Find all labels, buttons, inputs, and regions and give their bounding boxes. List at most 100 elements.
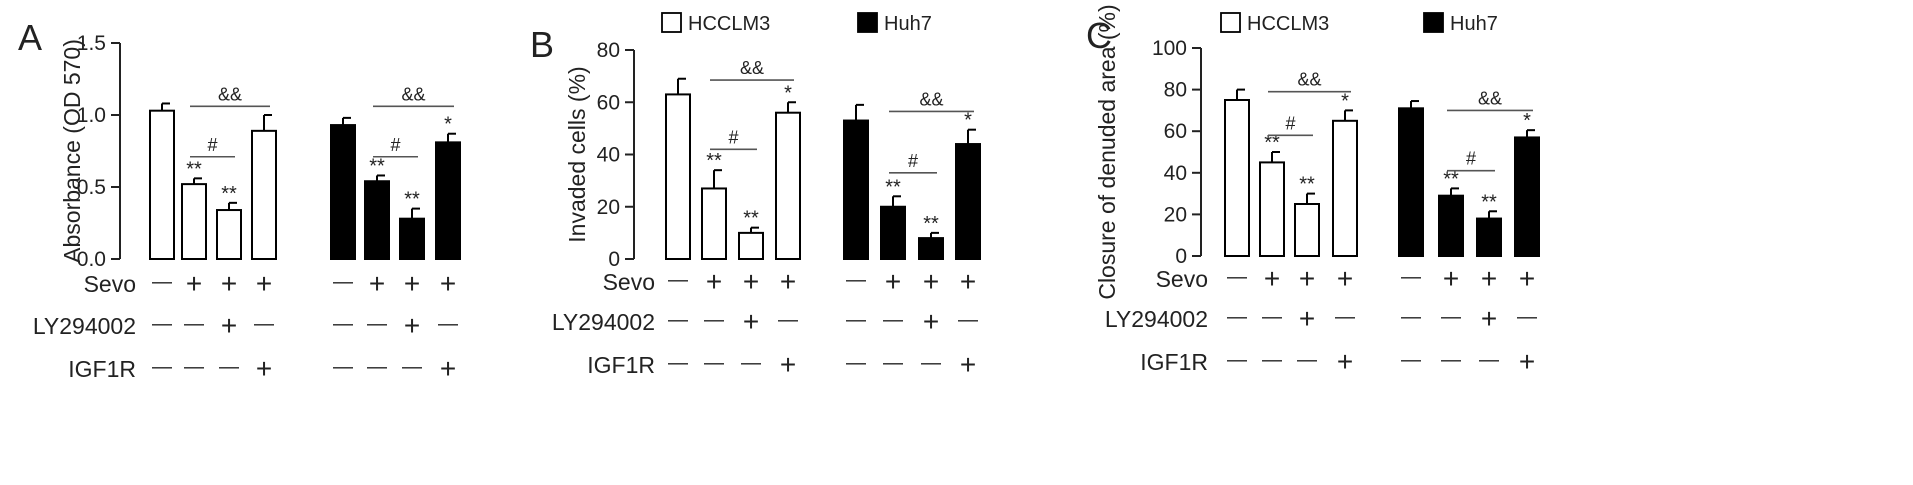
legend-label: HCCLM3 (1247, 13, 1329, 35)
comparison-label: # (390, 135, 400, 155)
treatment-sign: — (1401, 306, 1421, 328)
bar (1438, 194, 1464, 257)
y-tick-label: 0 (608, 248, 620, 271)
bar (918, 237, 944, 261)
treatment-sign: — (704, 309, 724, 331)
treatment-sign: + (923, 306, 939, 337)
y-axis-label: Absorbance (OD 570) (59, 39, 85, 263)
treatment-sign: + (960, 266, 976, 297)
significance-mark: ** (923, 213, 939, 235)
comparison-label: # (908, 151, 918, 171)
y-tick-label: 20 (597, 196, 620, 219)
y-tick-label: 60 (597, 91, 620, 114)
treatment-sign: + (1264, 263, 1280, 294)
panel-label: A (18, 17, 42, 58)
legend-swatch (661, 12, 682, 33)
bar (364, 180, 390, 261)
treatment-sign: + (1299, 303, 1315, 334)
significance-mark: ** (369, 155, 385, 177)
comparison-label: # (207, 135, 217, 155)
bar (216, 209, 242, 260)
comparison-label: # (1285, 113, 1295, 133)
treatment-sign: — (1262, 306, 1282, 328)
treatment-sign: + (256, 268, 272, 299)
treatment-sign: — (704, 352, 724, 374)
treatment-sign: — (152, 313, 172, 335)
bar (775, 111, 801, 260)
y-tick-label: 80 (1164, 79, 1187, 102)
legend-swatch (857, 12, 878, 33)
treatment-sign: + (1519, 346, 1535, 377)
treatment-sign: + (706, 266, 722, 297)
significance-mark: * (1523, 110, 1531, 132)
treatment-sign: — (1227, 266, 1247, 288)
treatment-sign: + (923, 266, 939, 297)
treatment-sign: — (883, 352, 903, 374)
y-tick-label: 80 (597, 39, 620, 62)
treatment-sign: + (440, 353, 456, 384)
comparison-label: && (740, 58, 764, 78)
bar (399, 217, 425, 260)
bar (738, 231, 764, 260)
bar (701, 187, 727, 260)
treatment-sign: + (1443, 263, 1459, 294)
treatment-sign: — (333, 356, 353, 378)
treatment-sign: — (668, 309, 688, 331)
significance-mark: ** (885, 176, 901, 198)
treatment-label: IGF1R (1140, 349, 1208, 375)
significance-mark: * (1341, 90, 1349, 112)
comparison-label: # (1466, 149, 1476, 169)
treatment-sign: — (1335, 306, 1355, 328)
bar (1224, 99, 1250, 257)
treatment-sign: + (780, 349, 796, 380)
significance-mark: ** (1443, 168, 1459, 190)
significance-mark: ** (221, 183, 237, 205)
significance-mark: * (784, 82, 792, 104)
treatment-sign: + (256, 353, 272, 384)
treatment-sign: — (152, 271, 172, 293)
treatment-sign: — (1297, 349, 1317, 371)
bar (1332, 119, 1358, 257)
bar (330, 124, 356, 260)
significance-mark: ** (743, 208, 759, 230)
treatment-sign: — (741, 352, 761, 374)
treatment-label: IGF1R (68, 356, 136, 382)
bar (843, 119, 869, 260)
y-tick-label: 40 (1164, 162, 1187, 185)
treatment-sign: + (404, 268, 420, 299)
treatment-sign: + (1337, 263, 1353, 294)
treatment-sign: — (846, 309, 866, 331)
treatment-sign: — (668, 352, 688, 374)
significance-mark: ** (1264, 132, 1280, 154)
bar (251, 129, 277, 260)
treatment-sign: — (958, 309, 978, 331)
treatment-label: Sevo (84, 271, 136, 297)
treatment-sign: + (1481, 303, 1497, 334)
bar (181, 183, 207, 260)
bar (435, 141, 461, 260)
treatment-label: LY294002 (552, 309, 655, 335)
treatment-sign: — (333, 271, 353, 293)
significance-mark: * (444, 114, 452, 136)
treatment-label: Sevo (1156, 266, 1208, 292)
treatment-sign: — (668, 269, 688, 291)
treatment-sign: + (780, 266, 796, 297)
treatment-sign: + (1337, 346, 1353, 377)
bar (880, 205, 906, 260)
treatment-sign: — (333, 313, 353, 335)
treatment-sign: — (219, 356, 239, 378)
y-tick-label: 40 (597, 144, 620, 167)
y-tick-label: 1.5 (77, 32, 106, 55)
significance-mark: * (964, 110, 972, 132)
comparison-label: && (218, 84, 242, 104)
y-tick-label: 100 (1152, 37, 1187, 60)
treatment-sign: + (404, 310, 420, 341)
comparison-label: && (919, 89, 943, 109)
y-tick-label: 60 (1164, 120, 1187, 143)
treatment-sign: + (885, 266, 901, 297)
treatment-sign: — (402, 356, 422, 378)
bar (1476, 217, 1502, 257)
treatment-sign: — (367, 356, 387, 378)
treatment-sign: + (743, 306, 759, 337)
